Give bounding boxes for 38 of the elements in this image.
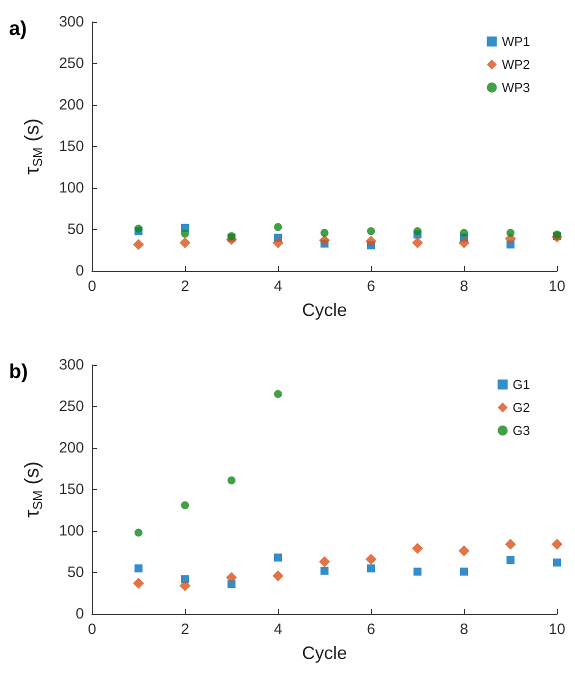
y-tick-label: 200 xyxy=(58,440,84,456)
y-tick-label: 150 xyxy=(58,138,84,155)
x-axis-title: Cycle xyxy=(302,643,348,663)
x-tick-label: 6 xyxy=(366,278,376,295)
x-tick-label: 8 xyxy=(460,621,468,638)
y-axis-title: τSM (s) xyxy=(22,461,45,518)
chart-title: a) xyxy=(9,18,27,40)
chart-title: b) xyxy=(9,361,28,383)
x-tick-label: 2 xyxy=(180,278,190,295)
y-tick-label: 250 xyxy=(58,55,84,72)
x-tick-label: 0 xyxy=(88,621,96,638)
x-tick-label: 6 xyxy=(366,621,376,638)
y-tick-label: 300 xyxy=(58,14,84,30)
legend-label: WP3 xyxy=(502,80,530,95)
y-tick-label: 200 xyxy=(58,96,84,114)
x-tick-label: 0 xyxy=(88,278,96,295)
y-axis-title: τSM (s) xyxy=(22,118,45,175)
y-tick-label: 50 xyxy=(67,221,84,238)
x-tick-label: 10 xyxy=(548,621,566,638)
y-tick-label: 300 xyxy=(58,356,84,374)
legend-label: G3 xyxy=(512,423,530,438)
y-tick-label: 0 xyxy=(76,606,84,622)
x-tick-label: 8 xyxy=(460,278,468,295)
y-tick-label: 50 xyxy=(67,564,84,581)
x-tick-label: 4 xyxy=(274,278,282,295)
legend-label: G2 xyxy=(512,400,530,415)
y-tick-label: 100 xyxy=(58,180,84,196)
y-tick-label: 150 xyxy=(58,481,84,498)
legend-label: WP1 xyxy=(502,34,530,49)
y-tick-label: 250 xyxy=(58,398,84,415)
x-tick-label: 2 xyxy=(180,621,190,638)
x-axis-title: Cycle xyxy=(302,300,348,320)
legend-label: G1 xyxy=(512,377,530,392)
legend-label: WP2 xyxy=(502,57,530,72)
x-tick-label: 4 xyxy=(274,621,282,638)
x-tick-label: 10 xyxy=(548,278,566,295)
y-tick-label: 0 xyxy=(76,262,84,280)
y-tick-label: 100 xyxy=(58,522,84,540)
